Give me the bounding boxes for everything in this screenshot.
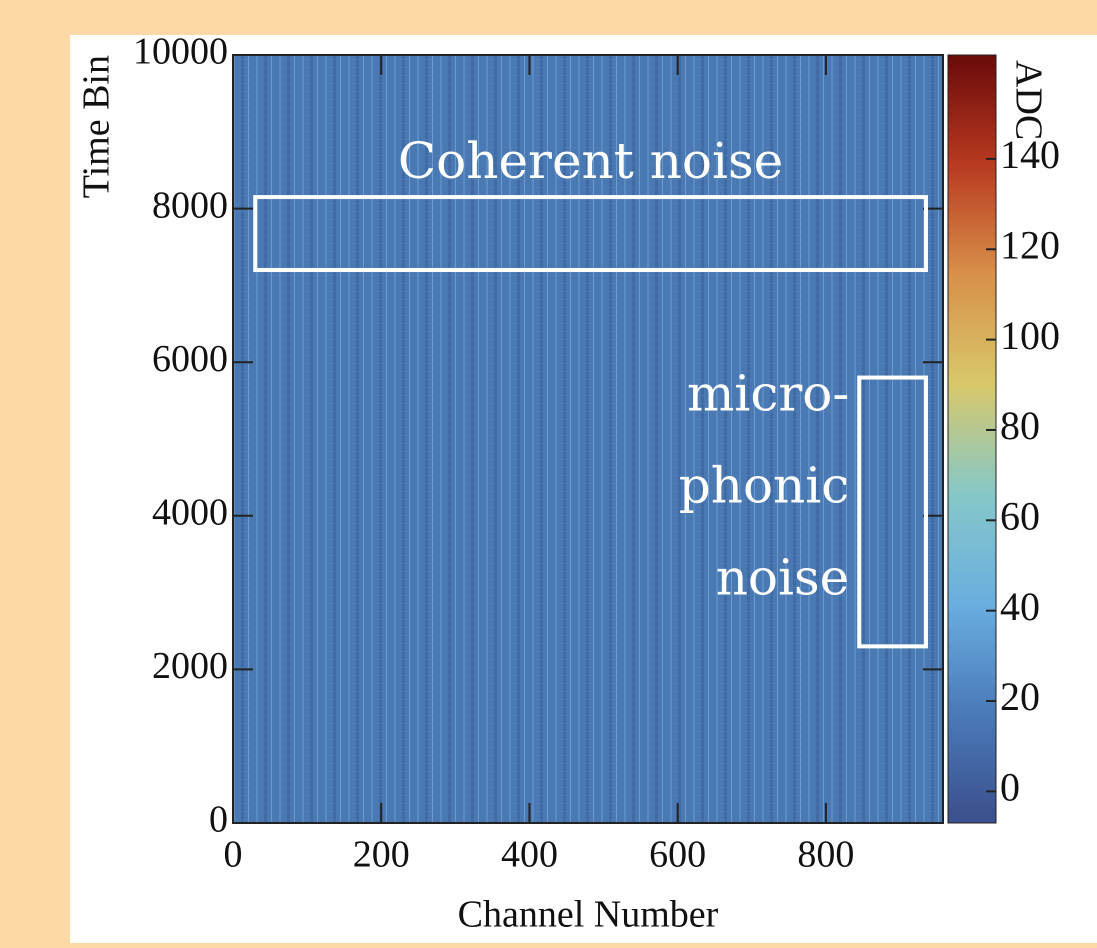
colorbar-title: ADC — [1007, 60, 1049, 140]
x-axis-title: Channel Number — [458, 894, 719, 936]
x-tick-label: 600 — [649, 834, 706, 876]
x-tick-label: 800 — [797, 834, 854, 876]
y-axis-title: Time Bin — [76, 55, 118, 198]
colorbar — [948, 55, 996, 823]
y-tick-label: 6000 — [152, 338, 228, 380]
page: Channel Number Time Bin ADC 020040060080… — [0, 0, 1097, 943]
annotation-text: micro- — [687, 365, 849, 423]
y-tick-label: 8000 — [152, 184, 228, 226]
x-tick-label: 200 — [353, 834, 410, 876]
colorbar-tick-label: 0 — [1000, 765, 1020, 810]
y-tick-label: 4000 — [152, 492, 228, 534]
colorbar-tick-label: 100 — [1000, 313, 1060, 358]
colorbar-tick-label: 40 — [1000, 584, 1040, 629]
colorbar-tick-label: 80 — [1000, 403, 1040, 448]
chart: Channel Number Time Bin ADC 020040060080… — [0, 0, 1097, 943]
colorbar-tick-label: 20 — [1000, 674, 1040, 719]
annotation-text: noise — [716, 549, 850, 607]
colorbar-tick-label: 140 — [1000, 132, 1060, 177]
annotation-text: Coherent noise — [398, 132, 783, 190]
annotation-text: phonic — [679, 457, 850, 515]
y-tick-label: 2000 — [152, 645, 228, 687]
x-tick-label: 400 — [501, 834, 558, 876]
y-tick-label: 0 — [209, 799, 228, 841]
colorbar-tick-label: 120 — [1000, 222, 1060, 267]
colorbar-tick-label: 60 — [1000, 493, 1040, 538]
y-tick-label: 10000 — [133, 31, 228, 73]
